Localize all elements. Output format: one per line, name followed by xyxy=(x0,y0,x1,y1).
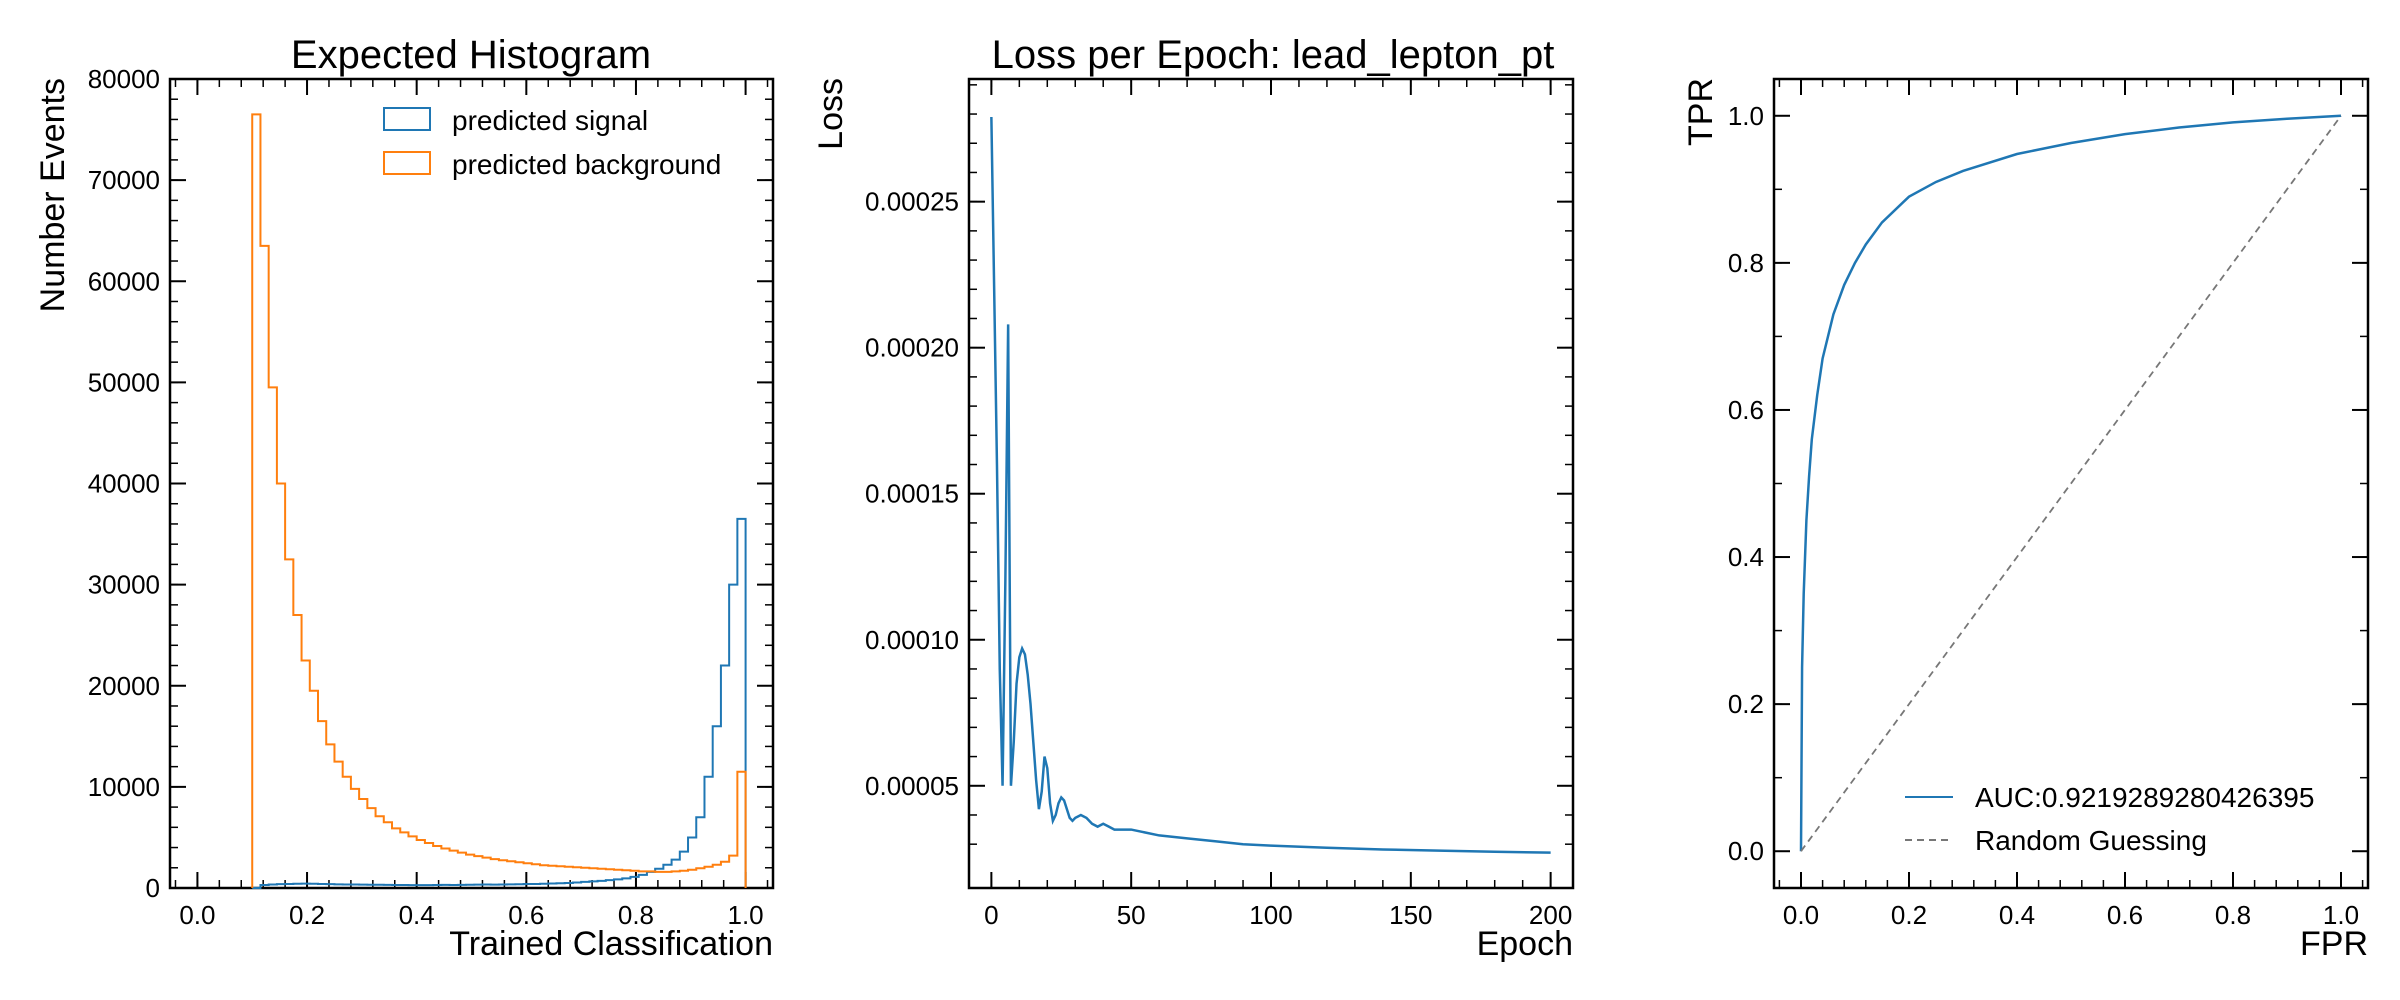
histogram-y-tick-label: 60000 xyxy=(88,266,160,296)
roc-y-label: TPR xyxy=(1682,78,1720,146)
loss-x-label: Epoch xyxy=(1477,925,1573,963)
roc-y-tick-label: 0.0 xyxy=(1728,836,1764,866)
loss-x-tick-label: 200 xyxy=(1529,900,1572,930)
histogram-x-label: Trained Classification xyxy=(449,925,773,963)
roc-x-tick-label: 0.4 xyxy=(1999,900,2035,930)
loss-curve xyxy=(990,116,1551,854)
histogram-legend: predicted signal predicted background xyxy=(383,105,721,180)
histogram-y-tick-label: 40000 xyxy=(88,469,160,499)
roc-curve xyxy=(1799,114,2342,852)
loss-x-tick-label: 100 xyxy=(1249,900,1292,930)
roc-x-label: FPR xyxy=(2300,925,2368,963)
roc-y-tick-label: 0.2 xyxy=(1728,689,1764,719)
histogram-y-label: Number Events xyxy=(34,78,72,312)
roc-y-tick-label: 0.6 xyxy=(1728,395,1764,425)
loss-title: Loss per Epoch: lead_lepton_pt xyxy=(992,33,1555,77)
legend-label-random: Random Guessing xyxy=(1975,825,2207,856)
histogram-series-background xyxy=(251,113,747,888)
histogram-y-tick-label: 10000 xyxy=(88,772,160,802)
roc-y-tick-label: 0.4 xyxy=(1728,542,1764,572)
loss-x-tick-label: 50 xyxy=(1117,900,1146,930)
loss-plot-area: 0 50 100 150 200 0.00005 0.00010 0.00015 0.00020… xyxy=(865,77,1575,930)
histogram-x-tick-label: 0.0 xyxy=(179,900,215,930)
roc-y-tick-label: 1.0 xyxy=(1728,101,1764,131)
histogram-x-tick-label: 0.4 xyxy=(399,900,435,930)
legend-swatch-background xyxy=(383,151,431,175)
loss-y-tick-label: 0.00015 xyxy=(865,479,959,509)
roc-plot-area: 0.0 0.2 0.4 0.6 0.8 1.0 0.0 0.2 0.4 0.6 0.8 1.0 xyxy=(1728,77,2370,930)
legend-label-auc: AUC:0.9219289280426395 xyxy=(1975,782,2314,813)
histogram-x-tick-label: 0.6 xyxy=(508,900,544,930)
histogram-series-signal xyxy=(252,517,747,889)
histogram-title: Expected Histogram xyxy=(291,33,651,77)
loss-y-label: Loss xyxy=(812,78,850,150)
roc-panel: TPR FPR 0.0 0.2 0.4 0.6 0.8 1.00.00.20.40.60.… xyxy=(1682,77,2370,963)
histogram-y-tick-label: 30000 xyxy=(88,570,160,600)
legend-swatch-signal xyxy=(383,107,431,131)
histogram-y-tick-label: 50000 xyxy=(88,367,160,397)
histogram-panel: Expected Histogram Number Events Trained… xyxy=(34,33,775,963)
histogram-y-tick-label: 70000 xyxy=(88,165,160,195)
loss-panel: Loss per Epoch: lead_lepton_pt Loss Epoc… xyxy=(812,33,1575,963)
legend-label-signal: predicted signal xyxy=(452,105,648,136)
loss-x-tick-label: 0 xyxy=(984,900,998,930)
loss-frame xyxy=(967,77,1575,890)
roc-x-tick-label: 1.0 xyxy=(2323,900,2359,930)
loss-y-tick-label: 0.00005 xyxy=(865,771,959,801)
histogram-plot-area: 0.0 0.2 0.4 0.6 0.8 1.0 0 10000 20000 30000 40000 5… xyxy=(88,64,775,930)
roc-x-tick-label: 0.8 xyxy=(2215,900,2251,930)
roc-x-tick-label: 0.2 xyxy=(1891,900,1927,930)
loss-x-tick-label: 150 xyxy=(1389,900,1432,930)
histogram-x-tick-label: 1.0 xyxy=(728,900,764,930)
roc-legend: AUC:0.9219289280426395 Random Guessing xyxy=(1905,782,2314,856)
roc-x-tick-label: 0.0 xyxy=(1783,900,1819,930)
random-guessing-line xyxy=(1800,115,2342,852)
loss-y-tick-label: 0.00025 xyxy=(865,187,959,217)
roc-y-tick-label: 0.8 xyxy=(1728,248,1764,278)
histogram-x-tick-label: 0.2 xyxy=(289,900,325,930)
histogram-y-tick-label: 80000 xyxy=(88,64,160,94)
legend-label-background: predicted background xyxy=(452,149,721,180)
histogram-y-tick-label: 0 xyxy=(146,873,160,903)
loss-y-tick-label: 0.00010 xyxy=(865,625,959,655)
roc-x-tick-label: 0.6 xyxy=(2107,900,2143,930)
histogram-x-tick-label: 0.8 xyxy=(618,900,654,930)
loss-y-tick-label: 0.00020 xyxy=(865,333,959,363)
histogram-y-tick-label: 20000 xyxy=(88,671,160,701)
